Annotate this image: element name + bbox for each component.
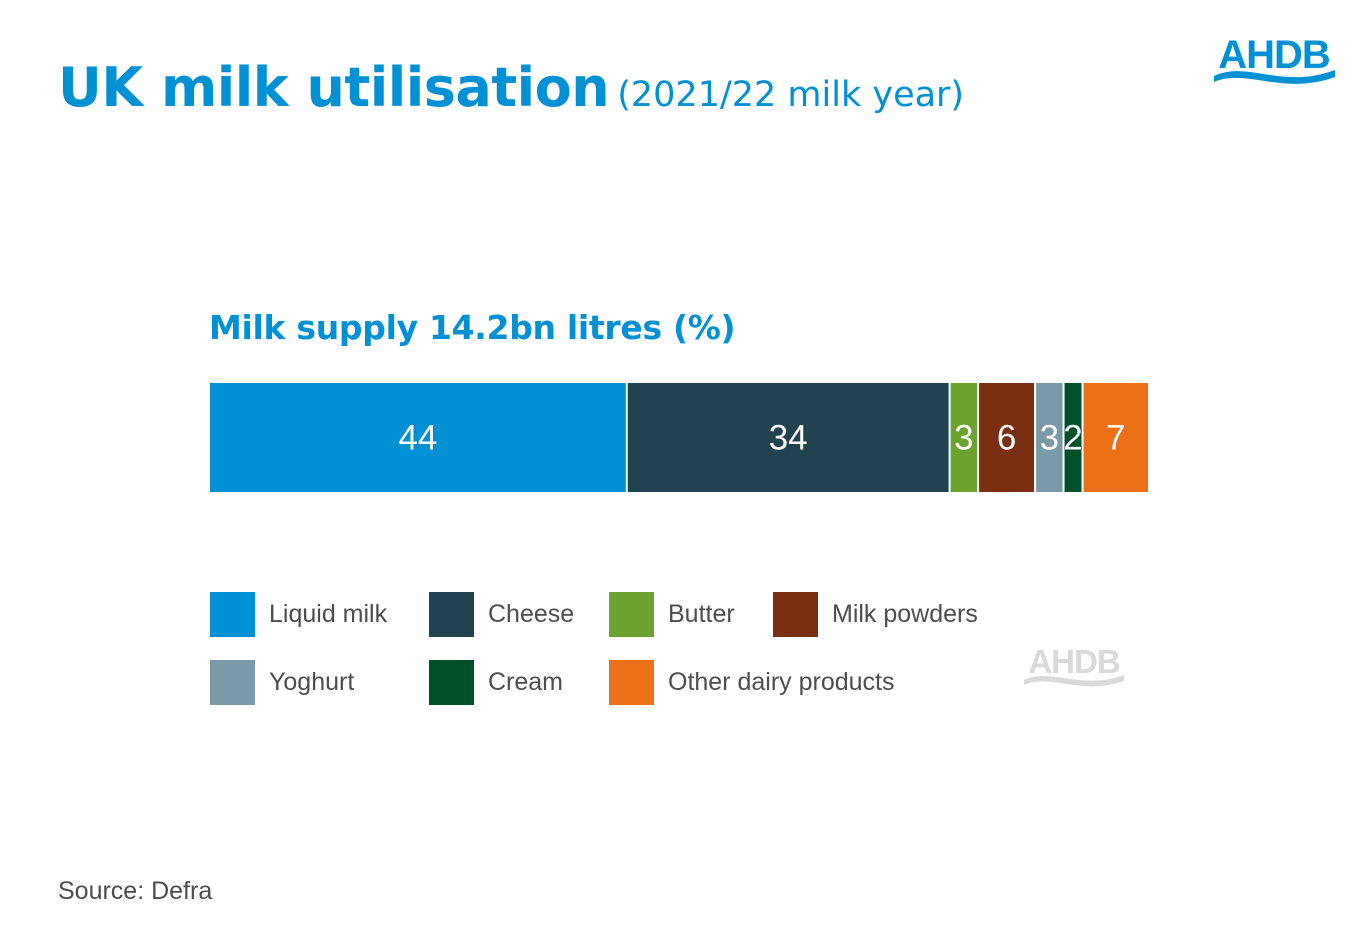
bar-segment-cream: [1064, 383, 1082, 492]
bar-segment-liquid-milk: [210, 383, 626, 492]
source-note: Source: Defra: [58, 877, 213, 905]
data-label-cream: 2: [1063, 419, 1082, 458]
data-label-yoghurt: 3: [1040, 419, 1059, 458]
chart-title: Milk supply 14.2bn litres (%): [209, 308, 736, 347]
bar-segment-yoghurt: [1036, 383, 1063, 492]
page-subtitle: (2021/22 milk year): [617, 75, 965, 115]
bar-segment-butter: [950, 383, 978, 492]
bar-segment-milk-powders: [979, 383, 1035, 492]
bar-segment-other-dairy-products: [1083, 383, 1148, 492]
data-label-other-dairy-products: 7: [1106, 419, 1125, 458]
svg-text:AHDB: AHDB: [1028, 643, 1119, 680]
page-title: UK milk utilisation: [58, 56, 610, 119]
data-label-liquid-milk: 44: [398, 419, 437, 458]
page-title-row: UK milk utilisation (2021/22 milk year): [58, 56, 964, 119]
bar-segment-cheese: [627, 383, 949, 492]
ahdb-logo: AHDB: [1214, 33, 1335, 84]
data-label-cheese: 34: [769, 419, 808, 458]
data-label-milk-powders: 6: [997, 419, 1016, 458]
svg-text:AHDB: AHDB: [1218, 33, 1330, 77]
ahdb-watermark-logo: AHDB: [1024, 643, 1124, 687]
data-label-butter: 3: [954, 419, 973, 458]
